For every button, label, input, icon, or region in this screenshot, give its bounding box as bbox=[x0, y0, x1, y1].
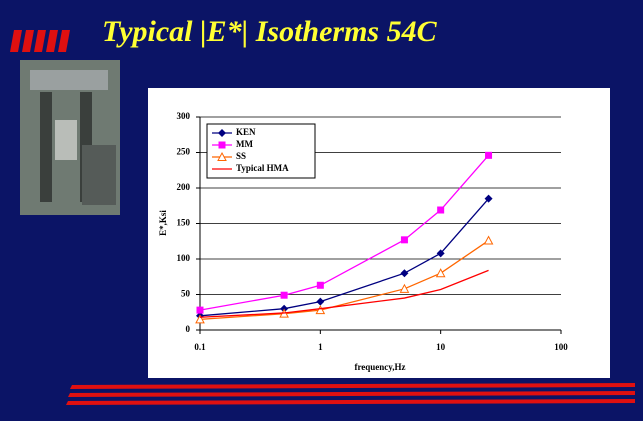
legend-label: MM bbox=[236, 139, 253, 149]
marker bbox=[399, 283, 410, 293]
y-tick-label: 250 bbox=[177, 147, 191, 157]
x-tick-label: 0.1 bbox=[194, 342, 206, 352]
marker bbox=[316, 281, 324, 289]
y-tick-label: 50 bbox=[181, 289, 191, 299]
series-line bbox=[199, 154, 490, 311]
y-axis-label: E*,Ksi bbox=[158, 210, 168, 236]
series-line bbox=[199, 269, 489, 318]
y-tick-label: 100 bbox=[177, 253, 191, 263]
marker bbox=[436, 249, 445, 258]
legend-label: SS bbox=[236, 151, 246, 161]
y-tick-label: 200 bbox=[177, 182, 191, 192]
x-tick-label: 100 bbox=[554, 342, 568, 352]
marker bbox=[315, 305, 326, 315]
marker bbox=[485, 151, 493, 159]
legend-label: KEN bbox=[236, 127, 256, 137]
x-tick-label: 10 bbox=[436, 342, 446, 352]
series-line bbox=[199, 240, 489, 320]
title-stripes bbox=[10, 30, 70, 52]
y-tick-label: 300 bbox=[177, 111, 191, 121]
bottom-stripes bbox=[66, 383, 635, 405]
series-line bbox=[199, 198, 490, 317]
photo bbox=[20, 60, 120, 215]
marker bbox=[400, 269, 409, 278]
marker bbox=[484, 194, 493, 203]
marker bbox=[218, 129, 226, 137]
marker bbox=[280, 291, 288, 299]
legend-label: Typical HMA bbox=[236, 163, 289, 173]
marker bbox=[437, 206, 445, 214]
x-axis-label: frequency,Hz bbox=[354, 362, 405, 372]
slide-title: Typical |E*| Isotherms 54C bbox=[102, 15, 438, 48]
marker bbox=[217, 151, 227, 161]
marker bbox=[195, 314, 205, 324]
y-tick-label: 150 bbox=[177, 218, 191, 228]
marker bbox=[435, 268, 446, 278]
marker bbox=[316, 297, 325, 306]
x-tick-label: 1 bbox=[318, 342, 323, 352]
marker bbox=[196, 306, 204, 314]
marker bbox=[483, 235, 494, 245]
marker bbox=[400, 236, 408, 244]
marker bbox=[218, 141, 226, 149]
y-tick-label: 0 bbox=[186, 324, 191, 334]
